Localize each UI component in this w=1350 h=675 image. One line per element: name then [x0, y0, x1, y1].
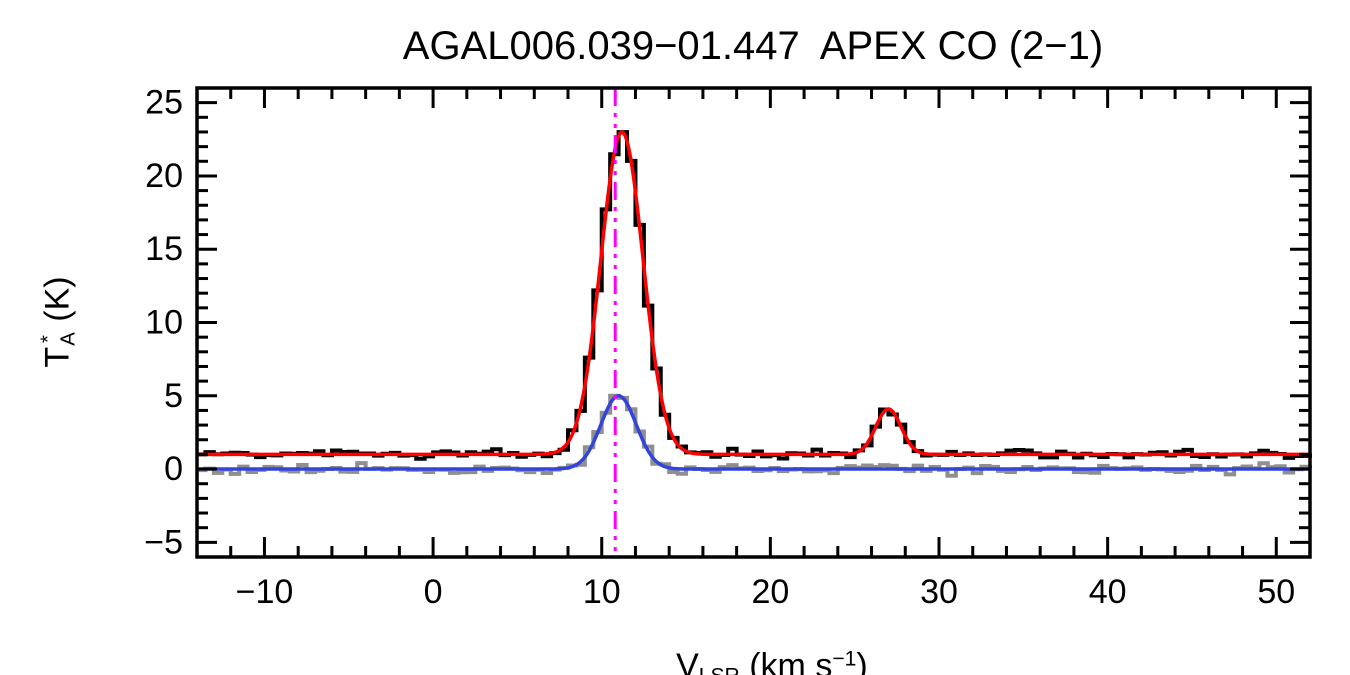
spectrum-secondary-path [197, 393, 1312, 478]
spectrum-main-path [197, 130, 1312, 461]
y-tick-label: 25 [145, 84, 183, 122]
x-tick-label: 50 [1257, 573, 1295, 611]
y-tick-label: 5 [164, 377, 183, 415]
x-tick-label: 30 [920, 573, 958, 611]
fit-main-path [197, 129, 1309, 457]
y-axis-label-stack: * A [38, 332, 80, 346]
x-tick-label: 0 [424, 573, 443, 611]
x-axis-label: VLSR (km s−1) [638, 608, 868, 675]
x-axis-label-sub: LSR [699, 664, 740, 675]
y-tick-label: 0 [164, 450, 183, 488]
x-axis-label-main: V [676, 647, 699, 675]
x-tick-label: −10 [236, 573, 294, 611]
plot-frame [195, 86, 1312, 559]
x-axis-label-unit-pre: (km s [739, 647, 833, 675]
fit-secondary-path [197, 393, 1309, 471]
chart-title: AGAL006.039−01.447 APEX CO (2−1) [402, 24, 1104, 68]
x-tick-label: 20 [751, 573, 789, 611]
x-tick-label: 40 [1089, 573, 1127, 611]
series-group [197, 88, 1312, 557]
x-axis-label-unit-post: ) [856, 647, 868, 675]
y-tick-label: 15 [145, 230, 183, 268]
x-tick-label: 10 [583, 573, 621, 611]
y-axis-label-main: T [38, 346, 77, 368]
y-axis-label: T * A (K) [38, 276, 80, 368]
y-axis-label-sub: A [57, 332, 80, 346]
y-tick-label: −5 [144, 523, 183, 561]
y-tick-label: 20 [145, 157, 183, 195]
y-tick-label: 10 [145, 304, 183, 342]
x-axis-label-unit-sup: −1 [832, 647, 857, 671]
y-axis-label-unit: (K) [38, 276, 77, 332]
